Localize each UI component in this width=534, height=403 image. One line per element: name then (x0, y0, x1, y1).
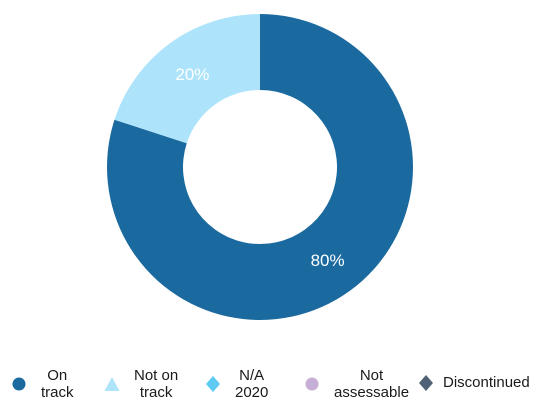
slice-value-label: 20% (175, 65, 209, 84)
legend-item-on-track: Ontrack (11, 367, 74, 401)
legend-item-not-assessable: Notassessable (304, 367, 409, 401)
donut-chart: 80% 20% (0, 0, 534, 335)
triangle-marker-icon (104, 376, 120, 392)
donut-slices (107, 14, 413, 320)
circle-marker-icon (304, 376, 320, 392)
circle-marker-icon (11, 376, 27, 392)
legend-item-discontinued: Discontinued (418, 374, 530, 391)
legend-label: Discontinued (443, 374, 530, 391)
legend-label: Notassessable (334, 367, 409, 401)
legend-label: Ontrack (41, 367, 74, 401)
legend-item-not-on-track: Not ontrack (104, 367, 178, 401)
legend-item-na-2020: N/A2020 (205, 367, 268, 401)
legend-label: Not ontrack (134, 367, 178, 401)
legend-label: N/A2020 (235, 367, 268, 401)
diamond-marker-icon (205, 376, 221, 392)
slice-value-label: 80% (311, 251, 345, 270)
diamond-marker-icon (418, 375, 434, 391)
